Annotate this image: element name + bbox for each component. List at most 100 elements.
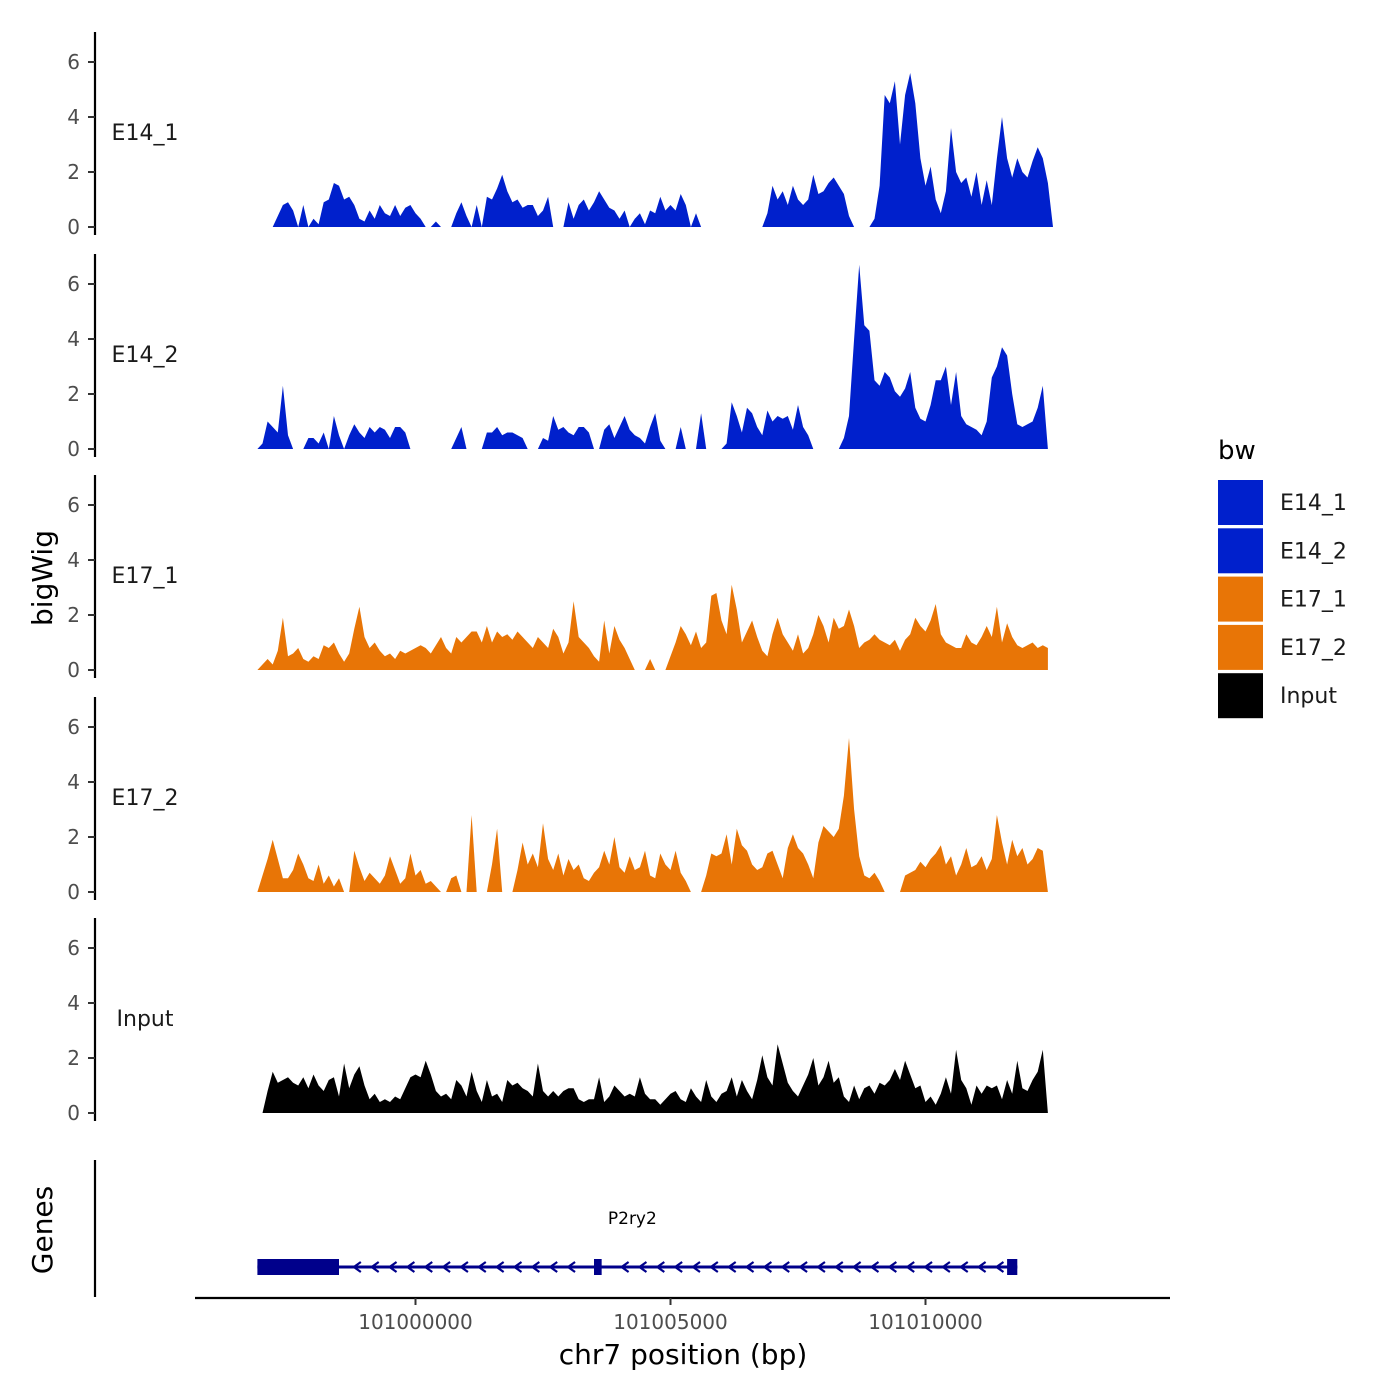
signal-area xyxy=(721,402,814,449)
signal-area xyxy=(262,1044,1048,1113)
strand-arrow xyxy=(744,1261,755,1273)
signal-area xyxy=(430,221,441,227)
legend-label: Input xyxy=(1280,684,1337,709)
y-axis-title: bigWig xyxy=(26,530,59,626)
legend-label: E17_2 xyxy=(1280,636,1347,661)
signal-area xyxy=(257,385,294,449)
x-axis-title: chr7 position (bp) xyxy=(559,1338,808,1371)
y-tick-label: 0 xyxy=(67,437,80,461)
signal-area xyxy=(762,174,855,227)
strand-arrow xyxy=(691,1261,701,1273)
track-label: E17_1 xyxy=(112,564,179,589)
gene-exon xyxy=(1007,1259,1018,1275)
legend-swatch xyxy=(1218,528,1263,574)
strand-arrow xyxy=(423,1261,433,1273)
track-E17_1: 0 2 4 6 E17_1 xyxy=(67,475,1048,682)
tracks-layer: 0 2 4 6 E14_1 0 2 4 6 E14_2 0 2 4 6 E17_1 0 2 4 6 E17_2 0 2 4 6… xyxy=(67,32,1053,1125)
y-tick-label: 0 xyxy=(67,1101,80,1125)
strand-arrow xyxy=(798,1261,808,1273)
legend-swatch xyxy=(1218,673,1263,719)
signal-area xyxy=(563,191,702,227)
genes-axis-title: Genes xyxy=(26,1186,59,1274)
y-tick-label: 4 xyxy=(67,770,80,794)
signal-area xyxy=(645,659,656,670)
signal-area xyxy=(257,601,635,670)
legend-swatch xyxy=(1218,480,1263,525)
y-tick-label: 0 xyxy=(67,215,80,239)
signal-area xyxy=(446,875,462,892)
strand-arrow xyxy=(923,1261,933,1273)
y-tick-label: 6 xyxy=(67,50,80,74)
signal-area xyxy=(665,584,1048,670)
strand-arrow xyxy=(619,1261,630,1273)
y-tick-label: 2 xyxy=(67,382,80,406)
track-E14_2: 0 2 4 6 E14_2 xyxy=(67,254,1048,461)
signal-area xyxy=(451,427,467,449)
signal-area xyxy=(303,416,411,449)
signal-area xyxy=(349,850,441,892)
y-tick-label: 2 xyxy=(67,1046,80,1070)
strand-arrow xyxy=(459,1261,469,1273)
gene-label: P2ry2 xyxy=(608,1209,657,1229)
legend-label: E14_2 xyxy=(1280,539,1347,564)
strand-arrow xyxy=(441,1261,451,1273)
signal-area xyxy=(900,815,1048,892)
strand-arrow xyxy=(530,1261,540,1273)
strand-arrow xyxy=(994,1261,1005,1273)
signal-area xyxy=(272,183,426,227)
x-axis: 101000000 101005000 101010000 xyxy=(195,1296,1170,1334)
track-label: E14_2 xyxy=(112,343,179,368)
y-tick-label: 6 xyxy=(67,936,80,960)
y-tick-label: 0 xyxy=(67,658,80,682)
legend-label: E14_1 xyxy=(1280,491,1347,516)
signal-area xyxy=(451,174,554,227)
signal-area xyxy=(869,73,1053,227)
y-tick-label: 2 xyxy=(67,825,80,849)
signal-area xyxy=(537,416,594,449)
strand-arrow xyxy=(673,1261,683,1273)
legend: bw E14_1 E14_2 E17_1 E17_2 Input xyxy=(1218,436,1347,719)
legend-title: bw xyxy=(1218,436,1256,466)
gene-exon xyxy=(594,1259,602,1275)
y-tick-label: 4 xyxy=(67,105,80,129)
strand-arrow xyxy=(762,1261,773,1273)
strand-arrow xyxy=(708,1261,719,1273)
track-E14_1: 0 2 4 6 E14_1 xyxy=(67,32,1053,239)
gene-exon xyxy=(257,1259,339,1275)
y-tick-label: 0 xyxy=(67,880,80,904)
track-Input: 0 2 4 6 Input xyxy=(67,918,1048,1125)
signal-area xyxy=(701,738,885,892)
y-tick-label: 4 xyxy=(67,327,80,351)
signal-area xyxy=(486,828,503,892)
track-label: Input xyxy=(117,1007,174,1032)
signal-area xyxy=(696,413,707,449)
strand-arrow xyxy=(780,1261,790,1273)
track-label: E17_2 xyxy=(112,786,179,811)
track-E17_2: 0 2 4 6 E17_2 xyxy=(67,697,1048,904)
signal-area xyxy=(512,823,691,892)
y-tick-label: 6 xyxy=(67,493,80,517)
signal-area xyxy=(481,427,528,449)
strand-arrow xyxy=(476,1261,487,1273)
strand-arrow xyxy=(405,1261,416,1273)
y-tick-label: 4 xyxy=(67,548,80,572)
strand-arrow xyxy=(726,1261,737,1273)
strand-arrow xyxy=(816,1261,826,1273)
strand-arrow xyxy=(566,1261,576,1273)
signal-area xyxy=(466,815,477,892)
y-tick-label: 2 xyxy=(67,160,80,184)
strand-arrow xyxy=(905,1261,915,1273)
x-tick-label: 101000000 xyxy=(358,1310,473,1334)
strand-arrow xyxy=(851,1261,862,1273)
strand-arrow xyxy=(976,1261,987,1273)
strand-arrow xyxy=(351,1261,362,1273)
strand-arrow xyxy=(637,1261,648,1273)
strand-arrow xyxy=(887,1261,897,1273)
x-tick-label: 101005000 xyxy=(613,1310,728,1334)
signal-area xyxy=(599,413,666,449)
strand-arrow xyxy=(548,1261,558,1273)
strand-arrow xyxy=(958,1261,969,1273)
strand-arrow xyxy=(869,1261,880,1273)
signal-area xyxy=(838,264,1048,449)
